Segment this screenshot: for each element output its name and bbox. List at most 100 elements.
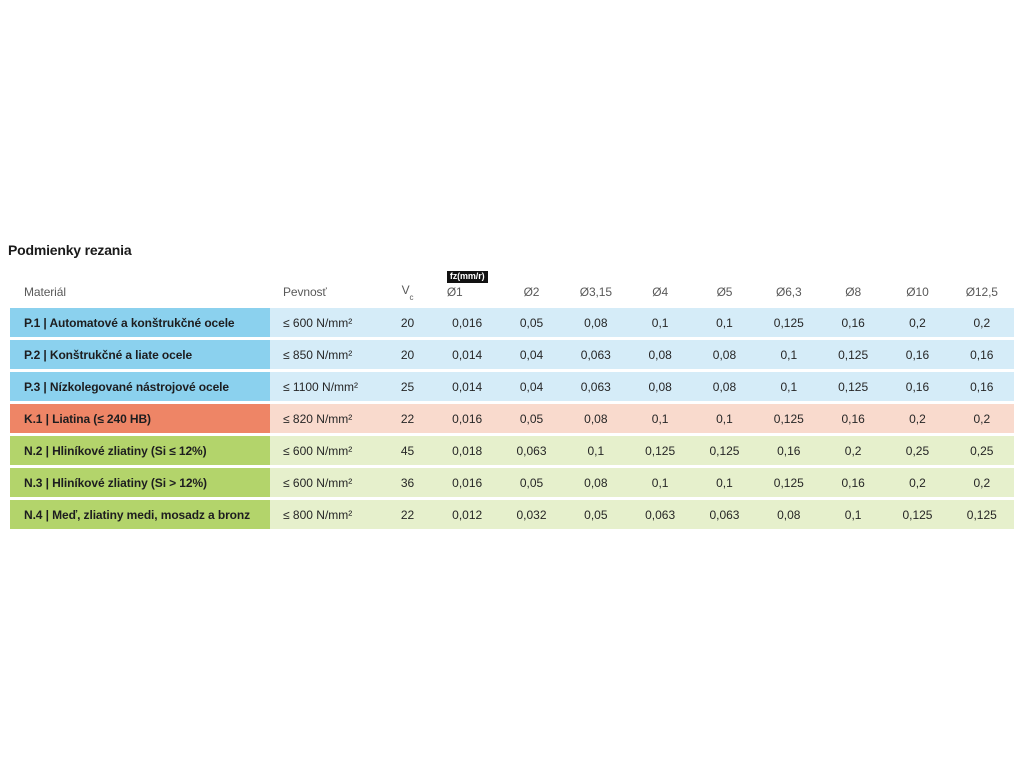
table-row: N.3 | Hliníkové zliatiny (Si > 12%) ≤ 60… [10, 468, 1014, 497]
feed-value-cell: 0,125 [838, 347, 869, 362]
diameter-header-stack: Ø6,3 [775, 285, 802, 299]
table-row: P.2 | Konštrukčné a liate ocele ≤ 850 N/… [10, 340, 1014, 369]
feed-value-cell: 0,2 [909, 315, 926, 330]
feed-value-cell: 0,16 [905, 347, 930, 362]
feed-value-cell: 0,08 [584, 475, 608, 490]
feed-value-cell: 0,05 [519, 475, 544, 490]
strength-cell: ≤ 600 N/mm² [283, 315, 353, 330]
column-header-vc: Vc [380, 264, 435, 308]
feed-value-cell: 0,05 [584, 507, 608, 522]
feed-value-cell: 0,125 [773, 315, 804, 330]
vc-cell: 20 [400, 347, 415, 362]
feed-value-cell: 0,016 [452, 475, 483, 490]
feed-value-cell: 0,16 [970, 379, 994, 394]
vc-cell: 20 [400, 315, 415, 330]
material-cell: N.4 | Meď, zliatiny medi, mosadz a bronz [10, 500, 270, 529]
page-title: Podmienky rezania [8, 242, 132, 258]
feed-value-cell: 0,2 [909, 411, 926, 426]
feed-value-cell: 0,016 [452, 315, 483, 330]
feed-value-cell: 0,16 [777, 443, 801, 458]
feed-value-cell: 0,125 [773, 411, 804, 426]
row-values: ≤ 600 N/mm² 36 0,016 0,05 0,08 0,1 0,1 0,125 0… [270, 468, 1014, 497]
feed-value-cell: 0,05 [519, 411, 544, 426]
diameter-header-stack: Ø2 [523, 285, 540, 299]
table-row: N.2 | Hliníkové zliatiny (Si ≤ 12%) ≤ 60… [10, 436, 1014, 465]
feed-value-cell: 0,1 [716, 475, 733, 490]
feed-value-cell: 0,2 [909, 475, 926, 490]
feed-value-cell: 0,16 [841, 475, 865, 490]
feed-value-cell: 0,125 [902, 507, 933, 522]
diameter-header-stack: Ø4 [652, 285, 669, 299]
vc-cell: 36 [400, 475, 415, 490]
header-rest: Pevnosť Vc fz(mm/r) Ø1 Ø2 Ø3,15 Ø4 Ø5 [270, 264, 1014, 308]
column-header-strength: Pevnosť [283, 285, 327, 299]
feed-value-cell: 0,04 [519, 379, 544, 394]
feed-value-cell: 0,08 [777, 507, 801, 522]
row-values: ≤ 850 N/mm² 20 0,014 0,04 0,063 0,08 0,08 0,1… [270, 340, 1014, 369]
column-header-diameter: Ø12,5 [950, 264, 1014, 308]
feed-value-cell: 0,063 [580, 347, 611, 362]
feed-value-cell: 0,018 [452, 443, 483, 458]
column-header-diameter: Ø2 [499, 264, 563, 308]
table-body: P.1 | Automatové a konštrukčné ocele ≤ 6… [10, 308, 1014, 529]
feed-value-cell: 0,08 [648, 379, 672, 394]
feed-value-cell: 0,16 [970, 347, 994, 362]
feed-value-cell: 0,1 [780, 379, 798, 394]
table-row: P.3 | Nízkolegované nástrojové ocele ≤ 1… [10, 372, 1014, 401]
feed-value-cell: 0,25 [905, 443, 930, 458]
feed-value-cell: 0,063 [516, 443, 547, 458]
fz-badge: fz(mm/r) [446, 271, 488, 283]
material-cell: P.1 | Automatové a konštrukčné ocele [10, 308, 270, 337]
feed-value-cell: 0,125 [709, 443, 740, 458]
table-header-row: Materiál Pevnosť Vc fz(mm/r) Ø1 Ø2 Ø3,15… [10, 264, 1014, 308]
diameter-header-stack: Ø5 [716, 285, 733, 299]
column-header-diameter: Ø10 [885, 264, 949, 308]
table-row: P.1 | Automatové a konštrukčné ocele ≤ 6… [10, 308, 1014, 337]
feed-value-cell: 0,012 [452, 507, 483, 522]
cutting-conditions-table: Materiál Pevnosť Vc fz(mm/r) Ø1 Ø2 Ø3,15… [10, 264, 1014, 532]
table-row: K.1 | Liatina (≤ 240 HB) ≤ 820 N/mm² 22 … [10, 404, 1014, 433]
row-values: ≤ 600 N/mm² 45 0,018 0,063 0,1 0,125 0,125 0,… [270, 436, 1014, 465]
vc-cell: 22 [400, 507, 415, 522]
column-header-diameter: fz(mm/r) Ø1 [435, 264, 499, 308]
vc-cell: 22 [400, 411, 415, 426]
material-cell: N.2 | Hliníkové zliatiny (Si ≤ 12%) [10, 436, 270, 465]
strength-cell: ≤ 820 N/mm² [283, 411, 353, 426]
feed-value-cell: 0,1 [651, 315, 669, 330]
vc-cell: 45 [400, 443, 415, 458]
feed-value-cell: 0,016 [452, 411, 483, 426]
feed-value-cell: 0,08 [648, 347, 672, 362]
feed-value-cell: 0,16 [841, 315, 865, 330]
feed-value-cell: 0,125 [966, 507, 997, 522]
feed-value-cell: 0,1 [587, 443, 605, 458]
feed-value-cell: 0,2 [844, 443, 862, 458]
feed-value-cell: 0,125 [838, 379, 869, 394]
feed-value-cell: 0,014 [452, 379, 483, 394]
diameter-header-stack: Ø3,15 [579, 285, 612, 299]
feed-value-cell: 0,2 [973, 475, 991, 490]
feed-value-cell: 0,08 [712, 379, 737, 394]
row-values: ≤ 800 N/mm² 22 0,012 0,032 0,05 0,063 0,063 0… [270, 500, 1014, 529]
strength-cell: ≤ 800 N/mm² [283, 507, 353, 522]
feed-value-cell: 0,063 [709, 507, 740, 522]
diameter-header-stack: Ø8 [845, 285, 862, 299]
column-header-diameter: Ø4 [628, 264, 692, 308]
feed-value-cell: 0,125 [773, 475, 804, 490]
feed-value-cell: 0,08 [712, 347, 737, 362]
feed-value-cell: 0,1 [716, 411, 733, 426]
strength-cell: ≤ 850 N/mm² [283, 347, 353, 362]
column-header-diameter: Ø5 [692, 264, 756, 308]
feed-value-cell: 0,032 [516, 507, 547, 522]
diameter-header-stack: fz(mm/r) Ø1 [446, 271, 488, 299]
material-cell: P.2 | Konštrukčné a liate ocele [10, 340, 270, 369]
feed-value-cell: 0,014 [452, 347, 483, 362]
column-header-diameter: Ø8 [821, 264, 885, 308]
strength-cell: ≤ 1100 N/mm² [283, 379, 359, 394]
row-values: ≤ 600 N/mm² 20 0,016 0,05 0,08 0,1 0,1 0,125 0… [270, 308, 1014, 337]
column-header-material: Materiál [24, 285, 66, 299]
feed-value-cell: 0,08 [584, 411, 608, 426]
strength-cell: ≤ 600 N/mm² [283, 475, 353, 490]
strength-cell: ≤ 600 N/mm² [283, 443, 353, 458]
vc-cell: 25 [400, 379, 415, 394]
